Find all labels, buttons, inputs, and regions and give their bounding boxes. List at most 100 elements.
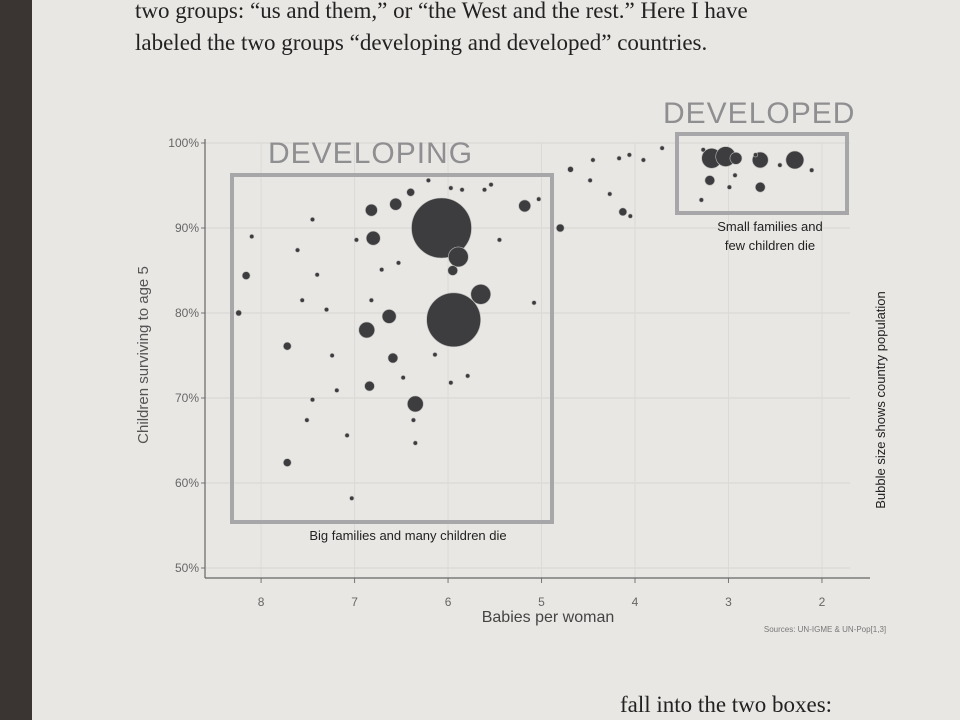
x-tick-label: 3 <box>725 595 732 609</box>
bubble <box>518 199 531 213</box>
box <box>230 173 554 524</box>
bubble <box>616 155 622 161</box>
bubble <box>618 207 628 217</box>
bubble <box>314 272 320 278</box>
bubble <box>659 145 665 151</box>
bubble <box>299 297 305 303</box>
bubble <box>531 300 537 306</box>
annotation: few children die <box>725 238 815 253</box>
bubble <box>406 188 415 197</box>
x-tick-label: 5 <box>538 595 545 609</box>
x-tick-label: 6 <box>445 595 452 609</box>
bubble <box>777 162 783 168</box>
bubble <box>241 271 251 280</box>
bubble <box>364 380 375 392</box>
bubble <box>704 175 716 186</box>
body-line: fall into the two boxes: <box>620 692 832 717</box>
bubble <box>698 197 704 203</box>
bubble <box>295 247 301 253</box>
bubble <box>379 267 385 273</box>
bubble <box>387 352 399 364</box>
bubble <box>626 152 632 158</box>
bubble <box>448 380 454 386</box>
bubble <box>344 432 350 438</box>
annotation: Sources: UN-IGME & UN-Pop[1,3] <box>764 625 886 634</box>
x-tick-label: 8 <box>258 595 265 609</box>
bubble <box>607 191 613 197</box>
bubble <box>729 152 743 165</box>
bubble <box>309 217 315 223</box>
bubble <box>755 181 766 193</box>
bubble <box>567 166 574 173</box>
y-tick-label: 100% <box>168 136 199 150</box>
bubble <box>358 321 375 339</box>
bubble <box>590 157 596 163</box>
bubble <box>329 352 335 358</box>
bubble <box>334 387 340 393</box>
bubble <box>400 375 406 381</box>
bubble <box>282 341 292 351</box>
bubble <box>488 182 494 188</box>
bubble <box>587 177 593 183</box>
bubble <box>465 373 471 379</box>
bubble <box>407 395 424 413</box>
bubble <box>753 152 759 158</box>
bubble <box>395 260 401 266</box>
bubble <box>411 197 472 259</box>
bubble <box>700 147 706 153</box>
y-tick-label: 70% <box>175 391 199 405</box>
bubble <box>470 284 492 305</box>
body-line: two groups: “us and them,” or “the West … <box>135 0 748 23</box>
bubble <box>235 309 242 317</box>
y-tick-label: 90% <box>175 221 199 235</box>
bubble <box>324 307 330 313</box>
bubble <box>353 237 359 243</box>
bubble <box>365 203 378 217</box>
y-tick-label: 80% <box>175 306 199 320</box>
bubble <box>447 265 458 276</box>
axis-title: Children surviving to age 5 <box>135 266 152 444</box>
annotation: Big families and many children die <box>309 528 506 543</box>
bubble <box>365 230 381 246</box>
bubble <box>809 167 815 173</box>
bubble <box>496 237 502 243</box>
x-tick-label: 7 <box>351 595 358 609</box>
bubble <box>726 184 732 190</box>
bubble <box>349 495 355 501</box>
page-edge <box>0 0 32 720</box>
bubble <box>459 187 465 193</box>
bubble <box>389 197 402 211</box>
bubble <box>381 309 397 324</box>
bubble <box>426 292 481 348</box>
x-tick-label: 4 <box>632 595 639 609</box>
x-tick-label: 2 <box>819 595 826 609</box>
annotation: Bubble size shows country population <box>873 291 888 509</box>
bubble <box>412 440 418 446</box>
bubble <box>555 223 565 233</box>
bubble <box>481 187 487 193</box>
bubble <box>536 196 542 202</box>
bubble <box>448 185 454 191</box>
y-tick-label: 50% <box>175 561 199 575</box>
box <box>675 132 849 215</box>
bubble <box>448 246 469 268</box>
bubble <box>785 150 805 170</box>
axis-title: Babies per woman <box>482 609 615 626</box>
bubble <box>368 297 374 303</box>
bubble <box>309 397 315 403</box>
y-tick-label: 60% <box>175 476 199 490</box>
annotation: Small families and <box>717 219 823 234</box>
chart: 50% 60% 70% 80% 90% 100% 8 7 6 5 4 3 2 Babies per wom… <box>135 97 888 634</box>
bubble <box>640 157 646 163</box>
bubble <box>425 177 431 183</box>
bubble <box>627 213 633 219</box>
annotation: DEVELOPING <box>268 137 473 170</box>
bubble <box>282 458 292 467</box>
bubble <box>732 172 738 178</box>
bubble <box>249 234 255 240</box>
bubble <box>432 352 438 358</box>
annotation: DEVELOPED <box>663 97 855 130</box>
bubble <box>410 417 416 423</box>
